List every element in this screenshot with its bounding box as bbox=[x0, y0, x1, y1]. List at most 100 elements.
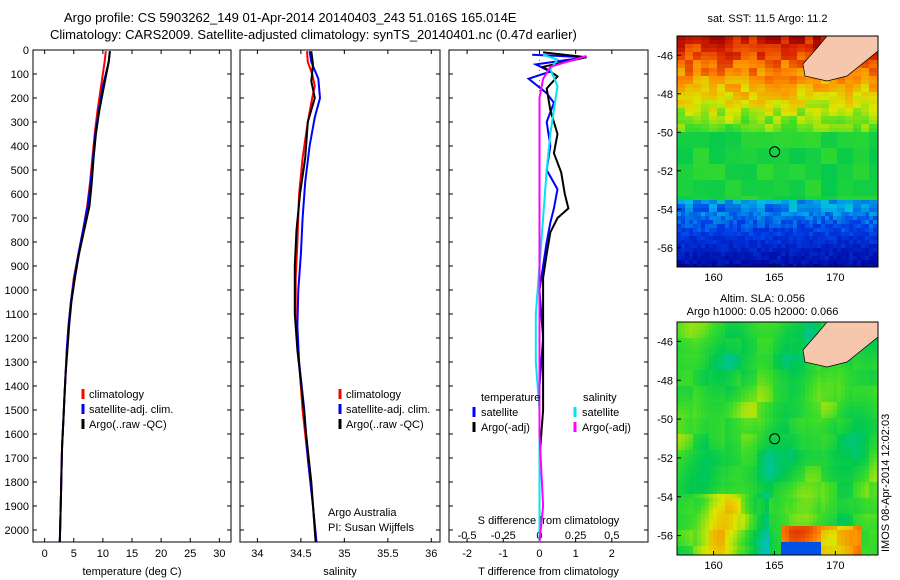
y-tick-label: 1300 bbox=[5, 357, 29, 369]
figure-header: Argo profile: CS 5903262_149 01-Apr-2014… bbox=[0, 0, 660, 48]
y-tick-label: 1100 bbox=[5, 309, 29, 321]
legend-label: Argo(-adj) bbox=[481, 422, 530, 434]
profile-panel-salinity: 34 34.5 35 35.5 36 salinity climatology satelli… bbox=[239, 49, 441, 578]
map-field bbox=[677, 322, 878, 555]
x-tick-label: 35 bbox=[338, 548, 350, 560]
series-line-argo-raw-qc- bbox=[293, 51, 317, 543]
y-tick-label: 300 bbox=[11, 117, 29, 129]
y-tick-label: -56 bbox=[657, 243, 673, 255]
profile-panel-temperature: 0100200300400500600700800900100011001200… bbox=[5, 45, 232, 578]
plot-frame bbox=[239, 49, 441, 543]
y-tick-label: 900 bbox=[11, 261, 29, 273]
legend-header-temperature: temperature bbox=[481, 392, 540, 404]
y-tick-label: 1600 bbox=[5, 429, 29, 441]
x-tick-label: 1 bbox=[573, 548, 579, 560]
y-tick-label: -48 bbox=[657, 89, 673, 101]
secondary-tick-label: -0.5 bbox=[458, 530, 477, 542]
y-tick-label: 600 bbox=[11, 189, 29, 201]
imos-watermark: IMOS 08-Apr-2014 12:02:03 bbox=[880, 414, 892, 552]
y-tick-label: -52 bbox=[657, 166, 673, 178]
map-frame bbox=[676, 321, 879, 556]
plot-frame bbox=[448, 49, 649, 543]
x-tick-label: 15 bbox=[126, 548, 138, 560]
x-tick-label: 10 bbox=[97, 548, 109, 560]
credit-line-2: PI: Susan Wijffels bbox=[328, 522, 414, 534]
legend-label: Argo(..raw -QC) bbox=[346, 419, 424, 431]
y-tick-label: 1900 bbox=[5, 501, 29, 513]
x-tick-label: 5 bbox=[71, 548, 77, 560]
map-title-line-2: Argo h1000: 0.05 h2000: 0.066 bbox=[687, 306, 839, 318]
x-tick-label: 160 bbox=[704, 560, 722, 572]
x-tick-label: 34 bbox=[251, 548, 263, 560]
y-tick-label: 0 bbox=[23, 45, 29, 57]
x-tick-label: 2 bbox=[609, 548, 615, 560]
legend-label: climatology bbox=[346, 389, 402, 401]
y-tick-label: -46 bbox=[657, 336, 673, 348]
x-tick-label: 36 bbox=[425, 548, 437, 560]
map-panel-sla: 160 165 170 -46 -48 -50 -52 -54 -56 Altim. SLA: 0… bbox=[657, 293, 879, 572]
y-tick-label: 100 bbox=[11, 69, 29, 81]
secondary-tick-label: 0.25 bbox=[565, 530, 586, 542]
credit-line-1: Argo Australia bbox=[328, 507, 397, 519]
header-line-2: Climatology: CARS2009. Satellite-adjuste… bbox=[50, 27, 577, 42]
y-tick-label: 500 bbox=[11, 165, 29, 177]
legend-label: climatology bbox=[89, 389, 145, 401]
y-tick-label: 700 bbox=[11, 213, 29, 225]
y-tick-label: 1700 bbox=[5, 453, 29, 465]
y-tick-label: -46 bbox=[657, 50, 673, 62]
legend-label: Argo(..raw -QC) bbox=[89, 419, 167, 431]
y-tick-label: 400 bbox=[11, 141, 29, 153]
y-tick-label: -50 bbox=[657, 414, 673, 426]
x-axis-label: T difference from climatology bbox=[478, 566, 619, 578]
x-tick-label: 0 bbox=[42, 548, 48, 560]
y-tick-label: -54 bbox=[657, 204, 673, 216]
x-tick-label: 35.5 bbox=[377, 548, 398, 560]
y-tick-label: 1800 bbox=[5, 477, 29, 489]
plot-frame bbox=[32, 49, 232, 543]
series-line-t-argo-adj- bbox=[538, 51, 587, 542]
x-tick-label: 25 bbox=[184, 548, 196, 560]
secondary-tick-label: -0.25 bbox=[491, 530, 516, 542]
legend-label: satellite bbox=[582, 407, 619, 419]
y-tick-label: 2000 bbox=[5, 525, 29, 537]
map-title: sat. SST: 11.5 Argo: 11.2 bbox=[707, 13, 827, 25]
y-tick-label: 800 bbox=[11, 237, 29, 249]
legend-label: Argo(-adj) bbox=[582, 422, 631, 434]
map-panel-sst: 160 165 170 -46 -48 -50 -52 -54 -56 sat. SST: 11.… bbox=[657, 13, 879, 284]
x-tick-label: 34.5 bbox=[290, 548, 311, 560]
x-tick-label: 170 bbox=[826, 272, 844, 284]
coastline bbox=[802, 36, 878, 82]
x-tick-label: 0 bbox=[536, 548, 542, 560]
coastline bbox=[802, 322, 878, 368]
x-tick-label: 170 bbox=[826, 560, 844, 572]
series-line-s-argo-adj- bbox=[538, 55, 587, 543]
x-axis-label: salinity bbox=[323, 566, 357, 578]
legend-header-salinity: salinity bbox=[583, 392, 617, 404]
profile-panel-difference: -2 -1 0 1 2 T difference from climatology S di… bbox=[448, 49, 649, 578]
y-tick-label: -52 bbox=[657, 453, 673, 465]
x-axis-label-secondary: S difference from climatology bbox=[478, 515, 620, 527]
series-line-argo-raw-qc- bbox=[58, 51, 111, 543]
x-axis-label: temperature (deg C) bbox=[82, 566, 181, 578]
x-tick-label: -2 bbox=[462, 548, 472, 560]
x-tick-label: 20 bbox=[155, 548, 167, 560]
x-tick-label: -1 bbox=[498, 548, 508, 560]
x-tick-label: 160 bbox=[704, 272, 722, 284]
float-position-marker bbox=[769, 433, 781, 445]
y-tick-label: -56 bbox=[657, 531, 673, 543]
y-tick-label: -50 bbox=[657, 127, 673, 139]
map-title-line-1: Altim. SLA: 0.056 bbox=[720, 293, 805, 305]
y-tick-label: 1200 bbox=[5, 333, 29, 345]
header-line-1: Argo profile: CS 5903262_149 01-Apr-2014… bbox=[64, 10, 517, 25]
y-tick-label: -54 bbox=[657, 492, 673, 504]
map-frame bbox=[676, 35, 879, 268]
legend-label: satellite bbox=[481, 407, 518, 419]
y-tick-label: 1500 bbox=[5, 405, 29, 417]
y-tick-label: -48 bbox=[657, 375, 673, 387]
y-tick-label: 1400 bbox=[5, 381, 29, 393]
x-tick-label: 165 bbox=[765, 560, 783, 572]
y-tick-label: 200 bbox=[11, 93, 29, 105]
x-tick-label: 30 bbox=[213, 548, 225, 560]
y-tick-label: 1000 bbox=[5, 285, 29, 297]
